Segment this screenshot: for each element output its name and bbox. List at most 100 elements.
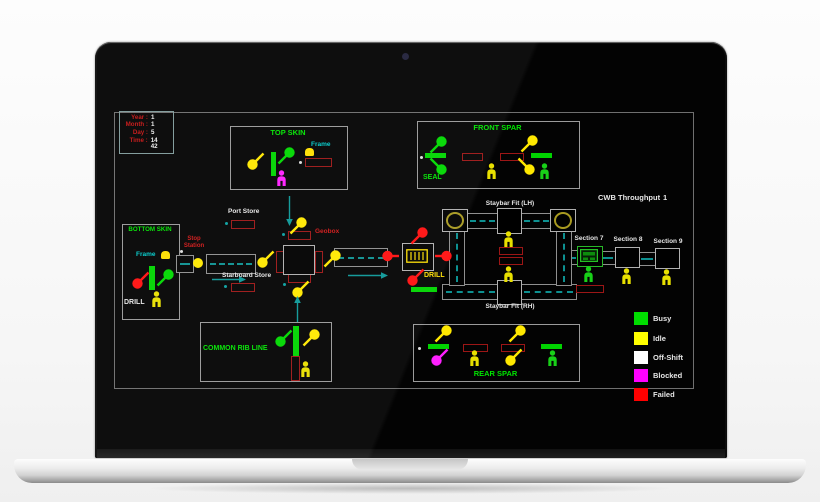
- station-common-rib-line: [200, 322, 332, 382]
- legend-swatch-blocked: [634, 369, 648, 382]
- marker-dot: [299, 161, 302, 164]
- flow-arrow: [286, 196, 293, 226]
- clock-value: 1: [151, 121, 155, 129]
- station-box: [497, 280, 522, 305]
- clock-row: Month :1: [122, 122, 171, 128]
- staybar-rh-label: Staybar Fit (RH): [485, 303, 535, 310]
- section8-label: Section 8: [613, 236, 643, 243]
- worker-icon: [487, 163, 496, 179]
- frame-part-icon: [161, 251, 170, 259]
- worker-icon: [540, 163, 549, 179]
- section7-machine-icon: [580, 249, 598, 262]
- marker-dot: [418, 347, 421, 350]
- station-title-common-rib-line: COMMON RIB LINE: [203, 345, 268, 352]
- store-rect: [576, 285, 604, 293]
- starboard-store-label: Starboard Store: [222, 272, 272, 279]
- geobox-label: Geobox: [315, 228, 340, 235]
- clock-label: Time :: [129, 136, 148, 144]
- clock-label: Year :: [131, 113, 148, 121]
- part-blob-icon: [429, 157, 447, 175]
- clock-row: Time :14 42: [122, 136, 171, 151]
- station-box: [655, 248, 680, 269]
- legend-swatch-idle: [634, 332, 648, 345]
- station-title-front-spar: FRONT SPAR: [473, 123, 522, 132]
- frame-label-bottom-skin: Frame: [136, 251, 156, 258]
- store-rect: [291, 356, 300, 381]
- stop-station-line2: Station: [183, 242, 205, 249]
- frame-part-icon: [305, 148, 314, 156]
- part-blob-icon: [277, 147, 295, 165]
- worker-icon: [504, 231, 513, 247]
- marker-dot: [225, 222, 228, 225]
- worker-icon: [504, 266, 513, 282]
- worker-icon: [277, 170, 286, 186]
- worker-icon: [548, 350, 557, 366]
- worker-icon: [152, 291, 161, 307]
- part-blob-icon: [247, 152, 265, 170]
- store-rect: [499, 257, 523, 265]
- worker-icon: [301, 361, 310, 377]
- store-rect: [501, 344, 525, 352]
- store-rect: [315, 251, 323, 273]
- laptop-shadow: [36, 482, 784, 498]
- staybar-lh-label: Staybar Fit (LH): [485, 200, 535, 207]
- clock-row: Day :5: [122, 129, 171, 136]
- section7-label: Section 7: [574, 235, 604, 242]
- simulation-canvas-border: [114, 112, 694, 389]
- part-blob-icon: [505, 348, 523, 366]
- store-rect: [231, 220, 255, 229]
- machine-bar: [411, 287, 437, 292]
- flow-arrow: [348, 272, 388, 279]
- worker-icon: [584, 266, 593, 282]
- marker-dot: [282, 233, 285, 236]
- marker-dot: [224, 285, 227, 288]
- stop-station-line1: Stop: [187, 236, 201, 242]
- store-rect: [499, 247, 523, 255]
- machine-bar: [541, 344, 562, 349]
- machine-bar: [271, 152, 276, 176]
- part-blob-icon: [520, 135, 538, 153]
- flow-arrow: [294, 296, 301, 322]
- marker-dot: [180, 250, 183, 253]
- port-store-label: Port Store: [228, 208, 260, 215]
- machine-bar: [531, 153, 552, 158]
- station-top-skin: [230, 126, 348, 190]
- section9-label: Section 9: [653, 238, 683, 245]
- frame-label-top-skin: Frame: [311, 141, 331, 148]
- drill-station-label: DRILL: [424, 272, 445, 279]
- machine-bar: [425, 153, 446, 158]
- marker-dot: [283, 283, 286, 286]
- clock-value: 14 42: [150, 136, 158, 151]
- worker-icon: [622, 268, 631, 284]
- part-blob-icon: [431, 348, 449, 366]
- part-blob-icon: [382, 250, 399, 262]
- throughput-label: CWB Throughput: [598, 193, 661, 202]
- part-blob-icon: [410, 227, 428, 245]
- station-box: [283, 245, 315, 275]
- machine-bar: [149, 266, 155, 290]
- part-blob-icon: [434, 325, 452, 343]
- marker-dot: [420, 156, 423, 159]
- clock-value: 1: [151, 113, 155, 121]
- part-blob-icon: [429, 136, 447, 154]
- webcam-icon: [402, 53, 409, 60]
- station-title-bottom-skin: BOTTOM SKIN: [128, 226, 172, 233]
- worker-icon: [662, 269, 671, 285]
- part-circle-icon: [193, 258, 203, 268]
- sim-clock-panel: Year :1 Month :1 Day :5 Time :14 42: [119, 111, 174, 154]
- conveyor: [206, 254, 256, 274]
- station-box: [402, 243, 434, 271]
- part-blob-icon: [132, 271, 150, 289]
- machine-bar: [293, 326, 299, 356]
- part-blob-icon: [517, 157, 535, 175]
- part-blob-icon: [289, 217, 307, 235]
- laptop-hinge: [97, 449, 725, 458]
- clock-label: Month :: [125, 121, 148, 129]
- store-rect: [462, 153, 483, 161]
- worker-icon: [470, 350, 479, 366]
- throughput-value: 1: [663, 193, 668, 202]
- part-blob-icon: [435, 250, 452, 262]
- part-blob-icon: [292, 280, 310, 298]
